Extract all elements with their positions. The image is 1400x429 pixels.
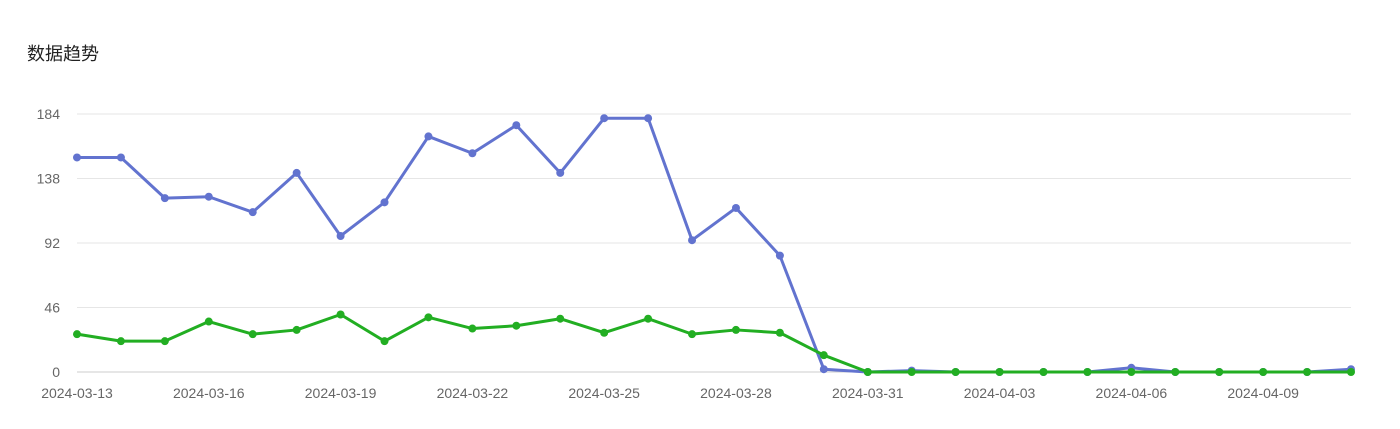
y-tick-label: 184 bbox=[37, 106, 61, 122]
data-point[interactable] bbox=[863, 368, 872, 376]
data-point[interactable] bbox=[116, 337, 125, 346]
data-point[interactable] bbox=[644, 114, 653, 123]
data-point[interactable] bbox=[204, 317, 213, 326]
data-point[interactable] bbox=[1303, 368, 1312, 376]
data-point[interactable] bbox=[1215, 368, 1224, 376]
x-tick-label: 2024-04-09 bbox=[1227, 385, 1299, 401]
data-point[interactable] bbox=[292, 168, 301, 177]
x-tick-label: 2024-03-28 bbox=[700, 385, 772, 401]
data-point[interactable] bbox=[336, 231, 345, 240]
data-point[interactable] bbox=[160, 194, 169, 203]
x-tick-label: 2024-03-22 bbox=[437, 385, 509, 401]
data-point[interactable] bbox=[600, 114, 609, 123]
x-tick-label: 2024-03-13 bbox=[41, 385, 113, 401]
data-point[interactable] bbox=[116, 153, 125, 162]
data-point[interactable] bbox=[688, 236, 697, 245]
data-point[interactable] bbox=[1083, 368, 1092, 376]
data-point[interactable] bbox=[1039, 368, 1048, 376]
grid-lines bbox=[77, 113, 1351, 308]
data-point[interactable] bbox=[819, 365, 828, 374]
data-point[interactable] bbox=[731, 325, 740, 334]
data-point[interactable] bbox=[1127, 368, 1136, 376]
series-line bbox=[75, 116, 1353, 374]
y-tick-label: 46 bbox=[44, 300, 60, 316]
data-point[interactable] bbox=[424, 132, 433, 141]
data-point[interactable] bbox=[1171, 368, 1180, 376]
data-point[interactable] bbox=[951, 368, 960, 376]
data-point[interactable] bbox=[644, 314, 653, 323]
series-line bbox=[75, 313, 1353, 374]
data-point[interactable] bbox=[468, 149, 477, 158]
data-point[interactable] bbox=[775, 328, 784, 337]
series-1 bbox=[73, 114, 1355, 376]
data-point[interactable] bbox=[907, 368, 916, 376]
data-point[interactable] bbox=[380, 198, 389, 207]
data-point[interactable] bbox=[73, 153, 81, 162]
y-tick-label: 92 bbox=[44, 235, 60, 251]
series-layer bbox=[73, 114, 1355, 376]
data-point[interactable] bbox=[1259, 368, 1268, 376]
data-point[interactable] bbox=[556, 314, 565, 323]
data-point[interactable] bbox=[292, 325, 301, 334]
x-tick-label: 2024-03-19 bbox=[305, 385, 377, 401]
tick-labels: 0 46 92 138 184 2024-03-13 2024-03-16 2024-03-1… bbox=[37, 106, 1300, 401]
data-point[interactable] bbox=[380, 337, 389, 346]
data-point[interactable] bbox=[775, 251, 784, 260]
data-point[interactable] bbox=[248, 208, 257, 217]
series-2 bbox=[73, 310, 1355, 376]
y-tick-label: 138 bbox=[37, 171, 61, 187]
data-point[interactable] bbox=[600, 328, 609, 337]
x-tick-label: 2024-03-31 bbox=[832, 385, 904, 401]
data-point[interactable] bbox=[731, 203, 740, 212]
data-point[interactable] bbox=[556, 168, 565, 177]
x-tick-label: 2024-03-16 bbox=[173, 385, 245, 401]
chart-title: 数据趋势 bbox=[27, 44, 99, 65]
data-point[interactable] bbox=[819, 351, 828, 360]
data-point[interactable] bbox=[424, 313, 433, 322]
data-point[interactable] bbox=[204, 192, 213, 201]
x-tick-label: 2024-04-03 bbox=[964, 385, 1036, 401]
data-point[interactable] bbox=[512, 321, 521, 330]
data-point[interactable] bbox=[512, 121, 521, 130]
x-tick-label: 2024-04-06 bbox=[1096, 385, 1168, 401]
data-point[interactable] bbox=[1347, 368, 1355, 376]
data-point[interactable] bbox=[468, 324, 477, 333]
data-point[interactable] bbox=[73, 330, 81, 339]
data-point[interactable] bbox=[688, 330, 697, 339]
data-point[interactable] bbox=[336, 310, 345, 319]
data-point[interactable] bbox=[160, 337, 169, 346]
data-point[interactable] bbox=[248, 330, 257, 339]
y-tick-label: 0 bbox=[52, 364, 60, 380]
data-point[interactable] bbox=[995, 368, 1004, 376]
x-tick-label: 2024-03-25 bbox=[568, 385, 640, 401]
